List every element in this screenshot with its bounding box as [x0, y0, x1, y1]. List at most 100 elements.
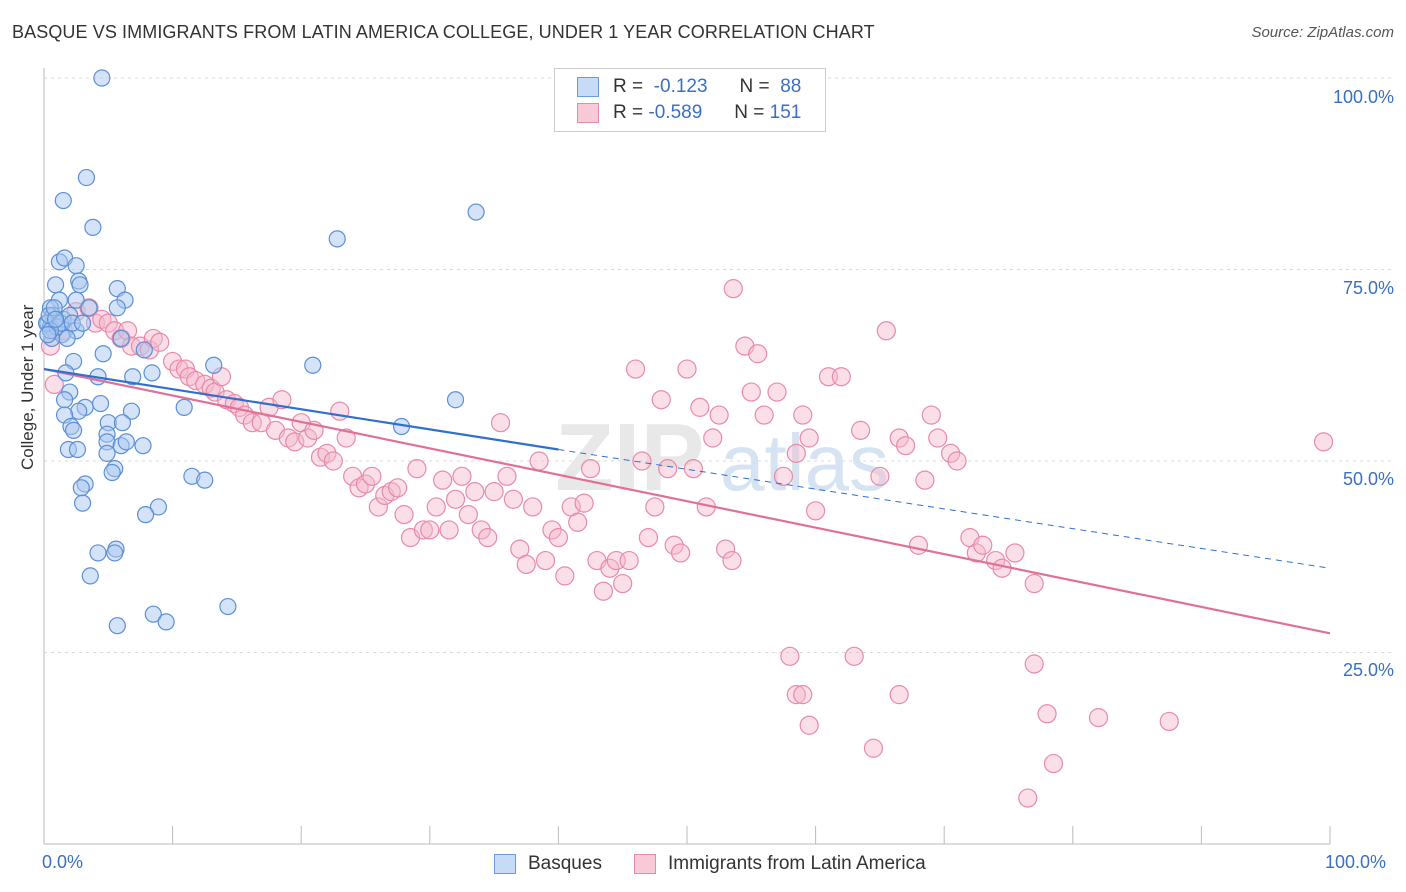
- legend-label: Immigrants from Latin America: [668, 853, 926, 874]
- latin-point: [632, 451, 652, 471]
- latin-point: [516, 554, 536, 575]
- basques-point: [67, 257, 85, 275]
- n-value: 88: [780, 76, 802, 97]
- latin-point: [690, 397, 710, 417]
- legend-item-latin: Immigrants from Latin America: [634, 851, 926, 877]
- legend-row-latin: R = -0.589 N = 151: [577, 100, 801, 126]
- basques-point: [108, 617, 126, 635]
- basques-point: [175, 398, 193, 416]
- trend-lines: [43, 367, 1331, 635]
- basques-point: [157, 613, 175, 631]
- r-value: -0.123: [653, 76, 708, 97]
- y-tick-label: 50.0%: [1342, 469, 1394, 489]
- latin-swatch: [577, 103, 599, 123]
- basques-point: [219, 597, 237, 616]
- latin-point: [786, 443, 806, 463]
- latin-point: [773, 466, 794, 486]
- basques-point: [72, 479, 90, 497]
- latin-point: [638, 527, 659, 548]
- latin-point: [947, 451, 967, 471]
- x-tick-label-min: 0.0%: [42, 852, 84, 872]
- latin-point: [574, 493, 594, 513]
- basques-point: [89, 544, 107, 562]
- latin-point: [1159, 711, 1179, 732]
- basques-point: [122, 402, 141, 420]
- latin-point: [670, 543, 691, 563]
- latin-point: [715, 539, 736, 559]
- basques-point: [39, 326, 57, 344]
- latin-point: [799, 715, 819, 735]
- latin-point: [1037, 704, 1057, 724]
- latin-point: [44, 374, 64, 394]
- latin-point: [658, 459, 678, 479]
- latin-point: [169, 359, 189, 379]
- latin-point: [497, 466, 517, 486]
- basques-point: [46, 310, 65, 328]
- legend-item-basques: Basques: [494, 851, 602, 877]
- basques-point: [98, 444, 116, 462]
- latin-point: [870, 466, 890, 486]
- latin-point: [741, 382, 761, 402]
- basques-point: [108, 299, 126, 317]
- latin-point: [458, 505, 478, 525]
- latin-point: [439, 520, 459, 540]
- basques-points: [37, 69, 485, 635]
- basques-point: [73, 494, 92, 512]
- basques-swatch: [494, 854, 516, 874]
- basques-point: [64, 421, 83, 439]
- latin-point: [529, 451, 549, 471]
- latin-point: [805, 501, 826, 521]
- basques-trend-line: [43, 367, 559, 451]
- basques-point: [58, 329, 76, 348]
- legend-row-basques: R = -0.123 N = 88: [577, 74, 801, 100]
- latin-point: [535, 550, 556, 571]
- y-tick-label: 75.0%: [1342, 278, 1394, 298]
- latin-point: [523, 497, 543, 517]
- basques-point: [446, 391, 465, 409]
- latin-point: [1018, 788, 1038, 808]
- latin-point: [889, 428, 909, 448]
- latin-point: [362, 466, 382, 486]
- basques-point: [106, 544, 124, 562]
- latin-point: [471, 520, 491, 540]
- latin-point: [677, 359, 697, 379]
- latin-point: [915, 470, 935, 490]
- basques-point: [80, 299, 98, 317]
- latin-point: [831, 367, 851, 387]
- latin-point: [548, 527, 569, 548]
- latin-point: [336, 428, 356, 448]
- latin-point: [889, 685, 909, 705]
- latin-point: [593, 581, 614, 601]
- latin-point: [625, 359, 646, 379]
- basques-point: [70, 402, 88, 420]
- basques-swatch: [577, 77, 599, 97]
- basques-point: [93, 69, 111, 87]
- watermark-zip: ZIP: [555, 404, 704, 511]
- latin-point: [580, 459, 601, 479]
- latin-point: [619, 550, 639, 571]
- latin-point: [388, 478, 408, 498]
- latin-point: [966, 543, 986, 563]
- latin-point: [722, 550, 742, 571]
- latin-point: [484, 482, 504, 502]
- latin-point: [465, 482, 485, 502]
- r-label: R =: [613, 102, 644, 123]
- basques-point: [304, 356, 322, 374]
- legend-label: Basques: [528, 853, 602, 874]
- latin-point: [973, 535, 993, 555]
- latin-point: [433, 470, 453, 490]
- source-credit: Source: ZipAtlas.com: [1251, 24, 1394, 41]
- latin-point: [844, 646, 864, 666]
- latin-point: [793, 685, 813, 705]
- basques-point: [136, 506, 155, 524]
- y-tick-label: 25.0%: [1342, 660, 1394, 680]
- basques-point: [73, 314, 92, 332]
- latin-point: [407, 459, 427, 479]
- basques-point: [134, 437, 152, 455]
- latin-point: [323, 451, 343, 471]
- latin-point: [799, 428, 819, 448]
- latin-point: [1005, 543, 1025, 563]
- latin-point: [317, 443, 337, 463]
- latin-point: [703, 428, 723, 448]
- latin-point: [298, 428, 318, 448]
